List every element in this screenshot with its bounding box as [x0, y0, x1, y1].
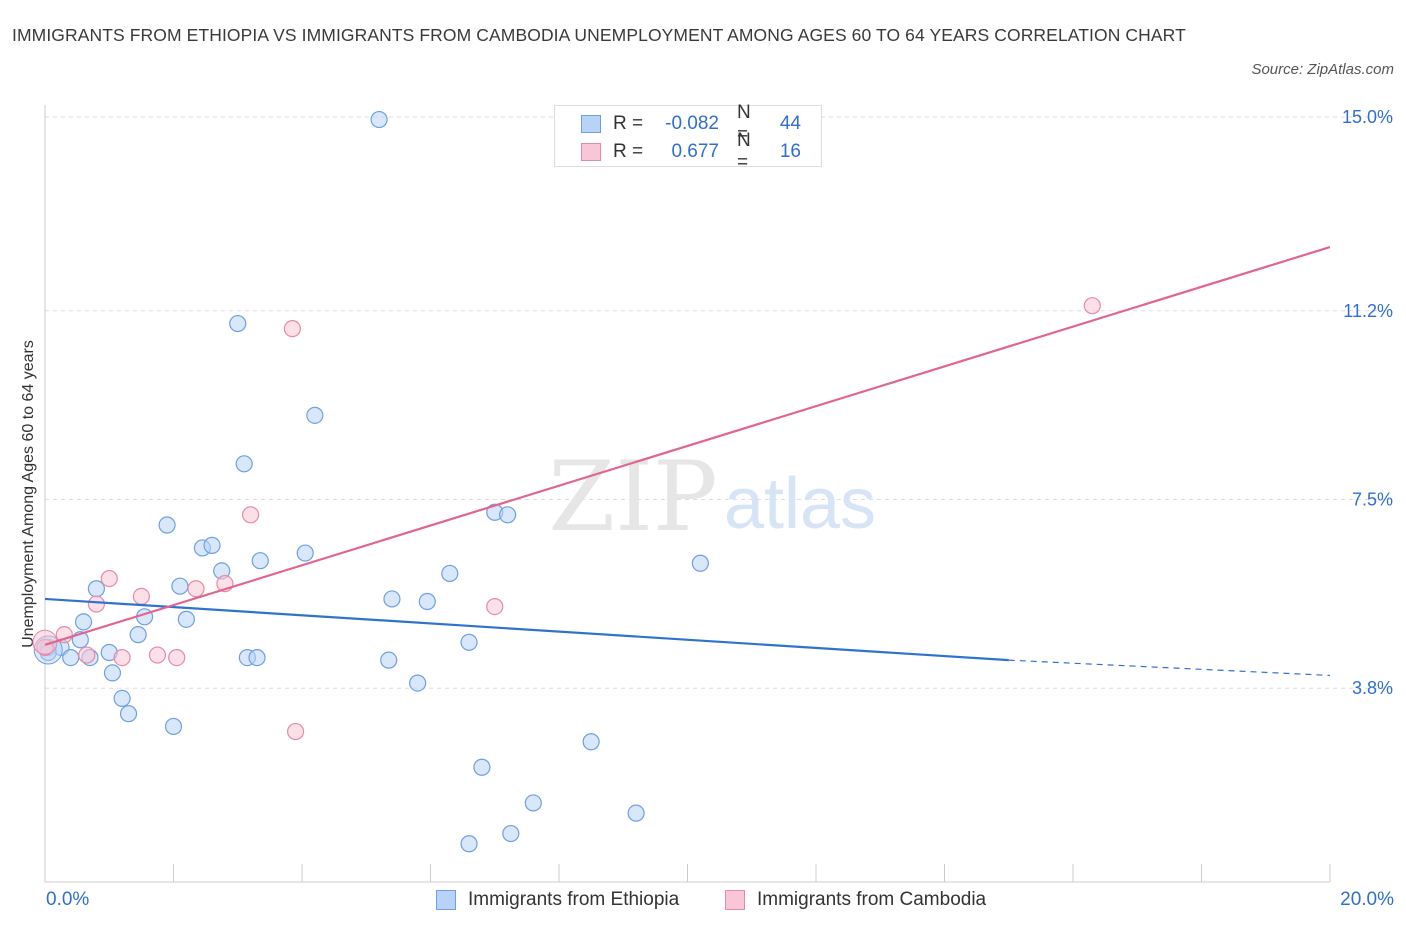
ethiopia-point	[691, 554, 709, 572]
ethiopia-point	[418, 592, 436, 611]
cambodia-point	[87, 595, 106, 613]
ethiopia-point	[158, 516, 176, 534]
ethiopia-point	[62, 648, 80, 667]
ethiopia-point	[74, 613, 93, 631]
n-value: 44	[779, 113, 801, 134]
cambodia-point	[286, 722, 305, 741]
trend-lines	[44, 245, 1331, 677]
ethiopia-point	[248, 648, 266, 667]
cambodia-point	[113, 648, 131, 667]
ethiopia-point	[171, 577, 189, 595]
y-tick-label: 15.0%	[1342, 107, 1393, 127]
cambodia-point	[242, 506, 260, 524]
watermark-zip: ZIP	[548, 441, 717, 553]
cambodia-point	[132, 587, 150, 606]
n-value: 16	[779, 141, 801, 162]
n-label: N =	[737, 130, 751, 173]
ethiopia-point	[177, 610, 195, 628]
n-label: N =	[737, 102, 751, 145]
ethiopia-point	[409, 674, 427, 692]
cambodia-point	[78, 646, 96, 664]
cambodia-swatch	[581, 143, 601, 161]
ethiopia-points	[33, 110, 709, 853]
r-value: -0.082	[665, 113, 719, 134]
ethiopia-point	[502, 824, 520, 843]
y-tick-label: 7.5%	[1352, 490, 1393, 510]
watermark-atlas: atlas	[724, 464, 876, 544]
cambodia-point	[168, 648, 186, 667]
ethiopia-point	[473, 758, 491, 776]
cambodia-point	[32, 629, 58, 655]
cambodia-point	[187, 580, 205, 598]
r-label: R =	[613, 141, 644, 162]
x-tick-label-max: 20.0%	[1340, 889, 1394, 910]
cambodia-point	[100, 569, 118, 588]
cambodia-swatch	[725, 890, 745, 910]
watermark: ZIP atlas	[548, 441, 876, 553]
gridlines	[45, 116, 1392, 689]
legend-label: Immigrants from Ethiopia	[468, 889, 680, 910]
ethiopia-point	[203, 536, 221, 555]
cambodia-trend-line	[44, 245, 1331, 646]
ethiopia-point	[441, 564, 459, 583]
legend-item-cambodia[interactable]: Immigrants from Cambodia	[725, 889, 986, 911]
ethiopia-point	[380, 651, 398, 669]
legend-row-ethiopia: R = -0.082 N = 44	[581, 102, 801, 145]
ethiopia-point	[383, 590, 401, 608]
ethiopia-point	[370, 110, 388, 129]
ethiopia-point	[229, 314, 247, 333]
chart-title: IMMIGRANTS FROM ETHIOPIA VS IMMIGRANTS F…	[12, 25, 1186, 45]
ethiopia-point	[499, 506, 517, 524]
ethiopia-point	[129, 626, 147, 644]
cambodia-point	[486, 597, 504, 616]
ethiopia-point	[306, 406, 324, 424]
correlation-legend: R = -0.082 N = 44 R = 0.677 N = 16	[554, 102, 822, 173]
ethiopia-trend-line	[44, 597, 1009, 662]
y-tick-label: 3.8%	[1352, 678, 1393, 698]
cambodia-point	[283, 320, 301, 338]
ethiopia-point	[627, 804, 645, 822]
ethiopia-swatch	[581, 115, 601, 133]
ethiopia-point	[524, 794, 542, 812]
ethiopia-point	[460, 633, 478, 651]
ethiopia-point	[119, 705, 138, 723]
source-label: Source: ZipAtlas.com	[1251, 61, 1394, 78]
ethiopia-point	[164, 717, 183, 736]
ethiopia-point	[103, 664, 122, 682]
ethiopia-swatch	[436, 890, 456, 910]
r-label: R =	[613, 113, 644, 134]
axes	[44, 105, 1331, 883]
legend-row-cambodia: R = 0.677 N = 16	[581, 130, 801, 173]
legend-item-ethiopia[interactable]: Immigrants from Ethiopia	[436, 889, 679, 911]
legend-label: Immigrants from Cambodia	[757, 889, 987, 910]
cambodia-point	[148, 646, 167, 664]
ethiopia-point	[296, 544, 314, 562]
x-tick-label-min: 0.0%	[46, 889, 90, 910]
series-legend: Immigrants from Ethiopia Immigrants from…	[0, 889, 1406, 915]
cambodia-point	[1083, 297, 1101, 315]
ethiopia-trend-extension	[1008, 659, 1331, 677]
ethiopia-point	[113, 689, 131, 708]
ethiopia-point	[251, 552, 269, 570]
r-value: 0.677	[671, 141, 719, 162]
ethiopia-point	[460, 835, 478, 853]
cambodia-points	[32, 297, 1101, 741]
y-tick-labels: 3.8% 7.5% 11.2% 15.0%	[1342, 107, 1393, 698]
ethiopia-point	[582, 733, 600, 751]
ethiopia-point	[235, 455, 253, 473]
y-tick-label: 11.2%	[1343, 301, 1393, 321]
